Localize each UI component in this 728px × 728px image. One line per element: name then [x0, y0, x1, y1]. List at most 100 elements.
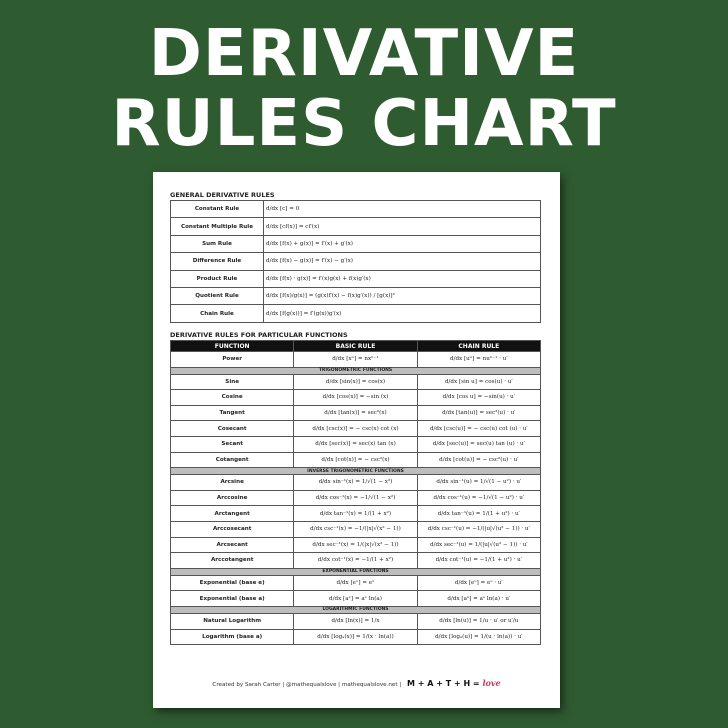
rule-formula: d/dx [cf(x)] = cf′(x) [263, 217, 541, 236]
rule-name: Constant Multiple Rule [170, 217, 264, 236]
function-name: Arccotangent [169, 552, 295, 569]
table-row: Arccosecant d/dx csc⁻¹(x) = −1/(|x|√(x² −… [169, 520, 542, 538]
chain-rule: d/dx [aᵘ] = aᵘ ln(a) · u′ [416, 590, 542, 607]
chain-rule: d/dx cos⁻¹(u) = −1/√(1 − u²) · u′ [416, 489, 542, 507]
function-name: Arctangent [169, 505, 295, 522]
function-name: Exponential (base a) [169, 590, 295, 607]
chain-rule: d/dx [sin u] = cos(u) · u′ [416, 373, 542, 391]
basic-rule: d/dx [xⁿ] = nxⁿ⁻¹ [293, 351, 418, 368]
column-header-chain-rule: CHAIN RULE [416, 340, 542, 352]
table-row: Cotangent d/dx [cot(x)] = − csc²(x) d/dx [… [169, 451, 542, 469]
basic-rule: d/dx sin⁻¹(x) = 1/√(1 − x²) [293, 474, 418, 491]
page-title-line2: RULES CHART [111, 87, 617, 161]
rule-formula: d/dx [f(x) − g(x)] = f′(x) − g′(x) [263, 252, 541, 271]
rule-name: Quotient Rule [170, 286, 264, 306]
general-rules-table: Constant Rule d/dx [c] = 0 Constant Multip… [170, 199, 541, 323]
basic-rule: d/dx cot⁻¹(x) = −1/(1 + x²) [293, 552, 418, 569]
function-name: Tangent [169, 404, 295, 422]
basic-rule: d/dx sec⁻¹(x) = 1/(|x|√(x² − 1)) [293, 536, 418, 554]
table-row: Arctangent d/dx tan⁻¹(x) = 1/(1 + x²) d/dx… [169, 505, 542, 522]
basic-rule: d/dx [eˣ] = eˣ [293, 574, 418, 592]
table-row: Arcsecant d/dx sec⁻¹(x) = 1/(|x|√(x² − 1)… [169, 536, 542, 554]
section-band: TRIGONOMETRIC FUNCTIONS [170, 366, 541, 375]
function-name: Cosecant [169, 420, 295, 437]
table-row: Natural Logarithm d/dx [ln(x)] = 1/x d/dx … [169, 612, 542, 630]
table-row: Tangent d/dx [tan(x)] = sec²(x) d/dx [tan(… [169, 404, 542, 422]
section-title: LOGARITHMIC FUNCTIONS [170, 605, 541, 614]
table-row: Sum Rule d/dx [f(x) + g(x)] = f′(x) + g′(… [170, 234, 541, 254]
basic-rule: d/dx [logₐ(x)] = 1/(x · ln(a)) [293, 628, 418, 646]
basic-rule: d/dx [ln(x)] = 1/x [293, 612, 418, 630]
table-row: Arccosine d/dx cos⁻¹(x) = −1/√(1 − x²) d/d… [169, 489, 542, 507]
logo-love: love [482, 678, 501, 688]
chain-rule: d/dx [logₐ(u)] = 1/(u · ln(a)) · u′ [416, 628, 542, 646]
rule-name: Product Rule [170, 269, 264, 288]
chain-rule: d/dx [csc(u)] = − csc(u) cot (u) · u′ [416, 420, 542, 437]
math-equals-love-logo: M + A + T + H = love [407, 678, 501, 688]
chain-rule: d/dx cot⁻¹(u) = −1/(1 + u²) · u′ [416, 552, 542, 569]
basic-rule: d/dx [aˣ] = aˣ ln(a) [293, 590, 418, 607]
table-row: Arcsine d/dx sin⁻¹(x) = 1/√(1 − x²) d/dx s… [169, 474, 542, 491]
general-rules-heading: GENERAL DERIVATIVE RULES [170, 191, 275, 199]
rule-name: Chain Rule [170, 304, 264, 323]
footer: Created by Sarah Carter | @mathequalslov… [153, 678, 560, 688]
function-name: Logarithm (base a) [169, 628, 295, 646]
table-row: Logarithm (base a) d/dx [logₐ(x)] = 1/(x … [169, 628, 542, 646]
table-row: Exponential (base a) d/dx [aˣ] = aˣ ln(a)… [169, 590, 542, 607]
basic-rule: d/dx [tan(x)] = sec²(x) [293, 404, 418, 422]
chain-rule: d/dx [ln(u)] = 1/u · u′ or u′/u [416, 612, 542, 630]
chain-rule: d/dx tan⁻¹(u) = 1/(1 + u²) · u′ [416, 505, 542, 522]
basic-rule: d/dx cos⁻¹(x) = −1/√(1 − x²) [293, 489, 418, 507]
table-row: Constant Rule d/dx [c] = 0 [170, 199, 541, 219]
section-band: INVERSE TRIGONOMETRIC FUNCTIONS [170, 467, 541, 476]
function-name: Cosine [169, 389, 295, 406]
rule-formula: d/dx [f(x) · g(x)] = f′(x)g(x) + f(x)g′(… [263, 269, 541, 288]
chain-rule: d/dx [tan(u)] = sec²(u) · u′ [416, 404, 542, 422]
section-band: LOGARITHMIC FUNCTIONS [170, 605, 541, 614]
function-name: Arcsine [169, 474, 295, 491]
function-name: Natural Logarithm [169, 612, 295, 630]
basic-rule: d/dx tan⁻¹(x) = 1/(1 + x²) [293, 505, 418, 522]
section-title: TRIGONOMETRIC FUNCTIONS [170, 366, 541, 375]
section-title: INVERSE TRIGONOMETRIC FUNCTIONS [170, 467, 541, 476]
table-row: Exponential (base e) d/dx [eˣ] = eˣ d/dx [… [169, 574, 542, 592]
table-row: Power d/dx [xⁿ] = nxⁿ⁻¹ d/dx [uⁿ] = nuⁿ⁻¹ … [169, 351, 542, 368]
rule-name: Constant Rule [170, 199, 264, 219]
chain-rule: d/dx [cos u] = −sin(u) · u′ [416, 389, 542, 406]
rule-name: Sum Rule [170, 234, 264, 254]
chart-sheet: GENERAL DERIVATIVE RULES Constant Rule d/… [153, 172, 560, 708]
chain-rule: d/dx sin⁻¹(u) = 1/√(1 − u²) · u′ [416, 474, 542, 491]
section-title: EXPONENTIAL FUNCTIONS [170, 567, 541, 576]
chain-rule: d/dx [uⁿ] = nuⁿ⁻¹ · u′ [416, 351, 542, 368]
function-name: Arccosine [169, 489, 295, 507]
basic-rule: d/dx [cot(x)] = − csc²(x) [293, 451, 418, 469]
page-title-line1: DERIVATIVE [148, 17, 580, 91]
table-row: Difference Rule d/dx [f(x) − g(x)] = f′(x… [170, 252, 541, 271]
chain-rule: d/dx csc⁻¹(u) = −1/(|u|√(u² − 1)) · u′ [416, 520, 542, 538]
rule-formula: d/dx [c] = 0 [263, 199, 541, 219]
function-name: Arcsecant [169, 536, 295, 554]
chain-rule: d/dx sec⁻¹(u) = 1/(|u|√(u² − 1)) · u′ [416, 536, 542, 554]
basic-rule: d/dx [csc(x)] = − csc(x) cot (x) [293, 420, 418, 437]
table-row: Arccotangent d/dx cot⁻¹(x) = −1/(1 + x²) d… [169, 552, 542, 569]
basic-rule: d/dx [sec(x)] = sec(x) tan (x) [293, 435, 418, 453]
rule-formula: d/dx [f(x)/g(x)] = (g(x)f′(x) − f(x)g′(x… [263, 286, 541, 306]
table-row: Secant d/dx [sec(x)] = sec(x) tan (x) d/dx… [169, 435, 542, 453]
logo-text: M + A + T + H = [407, 679, 480, 688]
basic-rule: d/dx csc⁻¹(x) = −1/(|x|√(x² − 1)) [293, 520, 418, 538]
table-row: Constant Multiple Rule d/dx [cf(x)] = cf′… [170, 217, 541, 236]
particular-rules-table: FUNCTION BASIC RULE CHAIN RULE Power d/dx… [169, 340, 542, 646]
table-row: Cosecant d/dx [csc(x)] = − csc(x) cot (x)… [169, 420, 542, 437]
function-name: Arccosecant [169, 520, 295, 538]
function-name: Power [169, 351, 295, 368]
table-row: Product Rule d/dx [f(x) · g(x)] = f′(x)g(… [170, 269, 541, 288]
column-header-basic-rule: BASIC RULE [293, 340, 418, 352]
rule-name: Difference Rule [170, 252, 264, 271]
basic-rule: d/dx [sin(x)] = cos(x) [293, 373, 418, 391]
table-row: Chain Rule d/dx [f(g(x))] = f′(g(x))g′(x) [170, 304, 541, 323]
function-name: Secant [169, 435, 295, 453]
footer-credit: Created by Sarah Carter | @mathequalslov… [212, 682, 402, 688]
table-row: Cosine d/dx [cos(x)] = −sin (x) d/dx [cos … [169, 389, 542, 406]
chain-rule: d/dx [eᵘ] = eᵘ · u′ [416, 574, 542, 592]
chain-rule: d/dx [sec(u)] = sec(u) tan (u) · u′ [416, 435, 542, 453]
